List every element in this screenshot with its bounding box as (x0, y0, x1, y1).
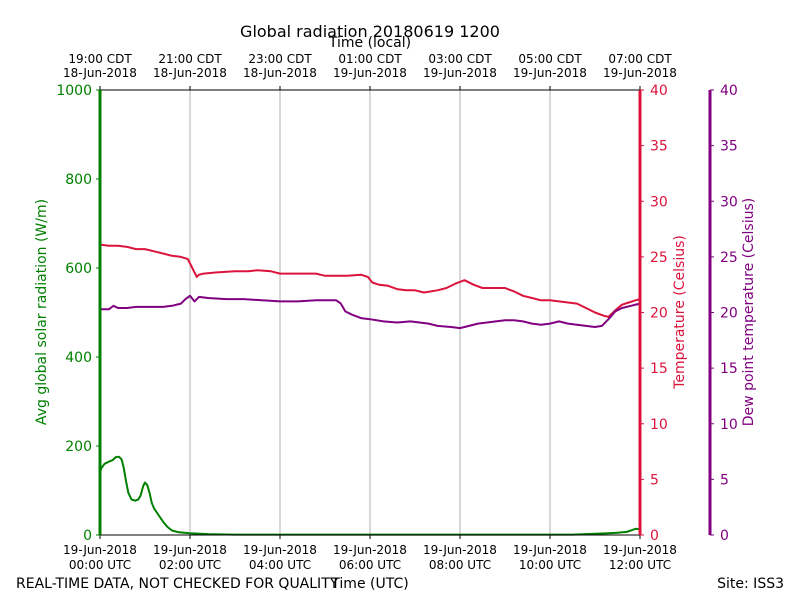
x-tick-time: 02:00 UTC (159, 558, 221, 572)
x-axis-label: Time (UTC) (330, 576, 408, 592)
temperature-tick-label: 35 (650, 139, 668, 155)
temperature-axis-label: Temperature (Celsius) (672, 235, 688, 390)
x-tick-time: 06:00 UTC (339, 558, 401, 572)
top-tick-time: 23:00 CDT (248, 52, 312, 66)
temperature-tick-label: 30 (650, 194, 668, 210)
top-tick-date: 19-Jun-2018 (423, 66, 497, 80)
radiation-tick-label: 200 (65, 439, 92, 455)
dewpoint-axis: 0 5 10 15 20 25 30 35 40 (708, 83, 738, 544)
top-tick-time: 07:00 CDT (608, 52, 672, 66)
x-tick-date: 19-Jun-2018 (243, 543, 317, 557)
temperature-series-line (99, 243, 641, 318)
top-tick-time: 01:00 CDT (338, 52, 402, 66)
temperature-tick-label: 15 (650, 361, 668, 377)
top-tick-time: 05:00 CDT (518, 52, 582, 66)
x-tick-date: 19-Jun-2018 (423, 543, 497, 557)
top-tick-date: 18-Jun-2018 (63, 66, 137, 80)
x-tick-time: 08:00 UTC (429, 558, 491, 572)
x-tick-date: 19-Jun-2018 (333, 543, 407, 557)
top-tick-time: 19:00 CDT (68, 52, 132, 66)
temperature-tick-label: 0 (650, 528, 659, 544)
radiation-axis: 0 200 400 600 800 1000 (56, 83, 102, 544)
top-tick-date: 19-Jun-2018 (603, 66, 677, 80)
dewpoint-axis-label: Dew point temperature (Celsius) (741, 198, 757, 426)
dewpoint-series-line (100, 294, 641, 330)
series-layer (99, 243, 641, 536)
radiation-tick-label: 400 (65, 350, 92, 366)
x-tick-date: 19-Jun-2018 (513, 543, 587, 557)
dewpoint-tick-label: 0 (720, 528, 729, 544)
x-tick-date: 19-Jun-2018 (63, 543, 137, 557)
radiation-tick-label: 600 (65, 261, 92, 277)
x-tick-time: 04:00 UTC (249, 558, 311, 572)
temperature-tick-label: 25 (650, 250, 668, 266)
radiation-tick-label: 0 (83, 528, 92, 544)
dewpoint-tick-label: 25 (720, 250, 738, 266)
top-axis-label: Time (local) (328, 35, 411, 51)
x-tick-time: 10:00 UTC (519, 558, 581, 572)
temperature-tick-label: 20 (650, 306, 668, 322)
temperature-axis: 0 5 10 15 20 25 30 35 40 (638, 83, 668, 544)
x-tick-time: 00:00 UTC (69, 558, 131, 572)
dewpoint-tick-label: 15 (720, 361, 738, 377)
quality-disclaimer: REAL-TIME DATA, NOT CHECKED FOR QUALITY (16, 576, 339, 592)
top-tick-date: 19-Jun-2018 (333, 66, 407, 80)
dewpoint-tick-label: 40 (720, 83, 738, 99)
top-tick-date: 19-Jun-2018 (513, 66, 587, 80)
x-tick-date: 19-Jun-2018 (153, 543, 227, 557)
radiation-axis-label: Avg global solar radiation (W/m) (34, 199, 50, 425)
gridlines (189, 90, 551, 535)
top-tick-date: 18-Jun-2018 (153, 66, 227, 80)
top-tick-time: 03:00 CDT (428, 52, 492, 66)
x-tick-date: 19-Jun-2018 (603, 543, 677, 557)
dewpoint-tick-label: 5 (720, 472, 729, 488)
dewpoint-tick-label: 30 (720, 194, 738, 210)
dewpoint-tick-label: 10 (720, 417, 738, 433)
radiation-tick-label: 800 (65, 172, 92, 188)
dewpoint-tick-label: 35 (720, 139, 738, 155)
site-label: Site: ISS3 (717, 576, 784, 592)
temperature-tick-label: 10 (650, 417, 668, 433)
top-tick-time: 21:00 CDT (158, 52, 222, 66)
temperature-tick-label: 5 (650, 472, 659, 488)
temperature-tick-label: 40 (650, 83, 668, 99)
x-tick-time: 12:00 UTC (609, 558, 671, 572)
chart-title: Global radiation 20180619 1200 (240, 22, 500, 41)
dewpoint-tick-label: 20 (720, 306, 738, 322)
radiation-series-line (99, 455, 641, 536)
top-tick-date: 18-Jun-2018 (243, 66, 317, 80)
radiation-tick-label: 1000 (56, 83, 92, 99)
